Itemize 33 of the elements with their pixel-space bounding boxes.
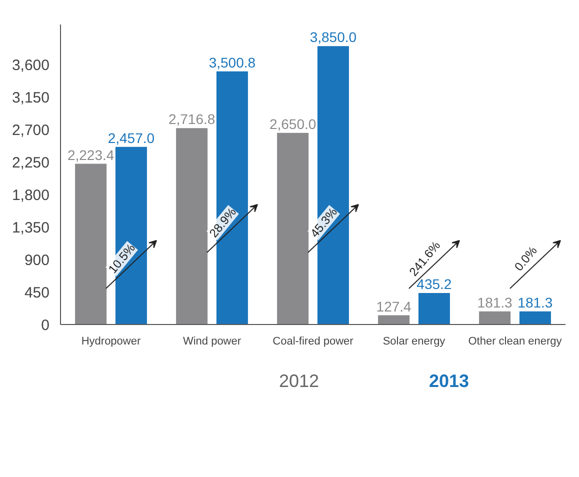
data-label: 2,223.4 <box>67 146 114 163</box>
text: 2012 <box>279 370 320 392</box>
y-tick-label: 1,800 <box>12 186 50 204</box>
x-tick-label: Coal-fired power <box>272 336 354 348</box>
x-tick-label: Hydropower <box>81 336 141 348</box>
bar <box>479 311 511 324</box>
bar <box>378 315 410 324</box>
y-tick-label: 1,350 <box>12 219 50 236</box>
y-tick-label: 900 <box>24 252 50 269</box>
y-tick-label: 3,150 <box>12 89 50 106</box>
data-label: 2,650.0 <box>269 116 316 132</box>
y-tick-label: 2,250 <box>12 154 50 172</box>
data-label: 127.4 <box>376 298 412 314</box>
bar <box>176 128 208 324</box>
bar <box>75 164 107 324</box>
bar <box>418 293 450 324</box>
data-label: 2,457.0 <box>108 130 155 146</box>
y-tick-label: 2,700 <box>12 122 50 139</box>
data-label: 181.3 <box>518 294 553 310</box>
x-tick-label: Other clean energy <box>468 336 562 348</box>
bar <box>519 311 551 324</box>
x-tick-label: Solar energy <box>382 336 446 348</box>
y-tick-label: 0 <box>41 317 50 334</box>
data-label: 2,716.8 <box>168 111 216 128</box>
data-label: 435.2 <box>416 276 452 292</box>
y-tick-label: 450 <box>24 284 50 302</box>
bar <box>277 132 309 324</box>
data-label: 3,500.8 <box>208 54 256 70</box>
x-tick-label: Wind power <box>182 336 242 348</box>
data-label: 181.3 <box>477 294 513 310</box>
y-tick-label: 3,600 <box>12 56 50 74</box>
text: 2013 <box>429 370 470 392</box>
data-label: 3,850.0 <box>310 29 357 46</box>
